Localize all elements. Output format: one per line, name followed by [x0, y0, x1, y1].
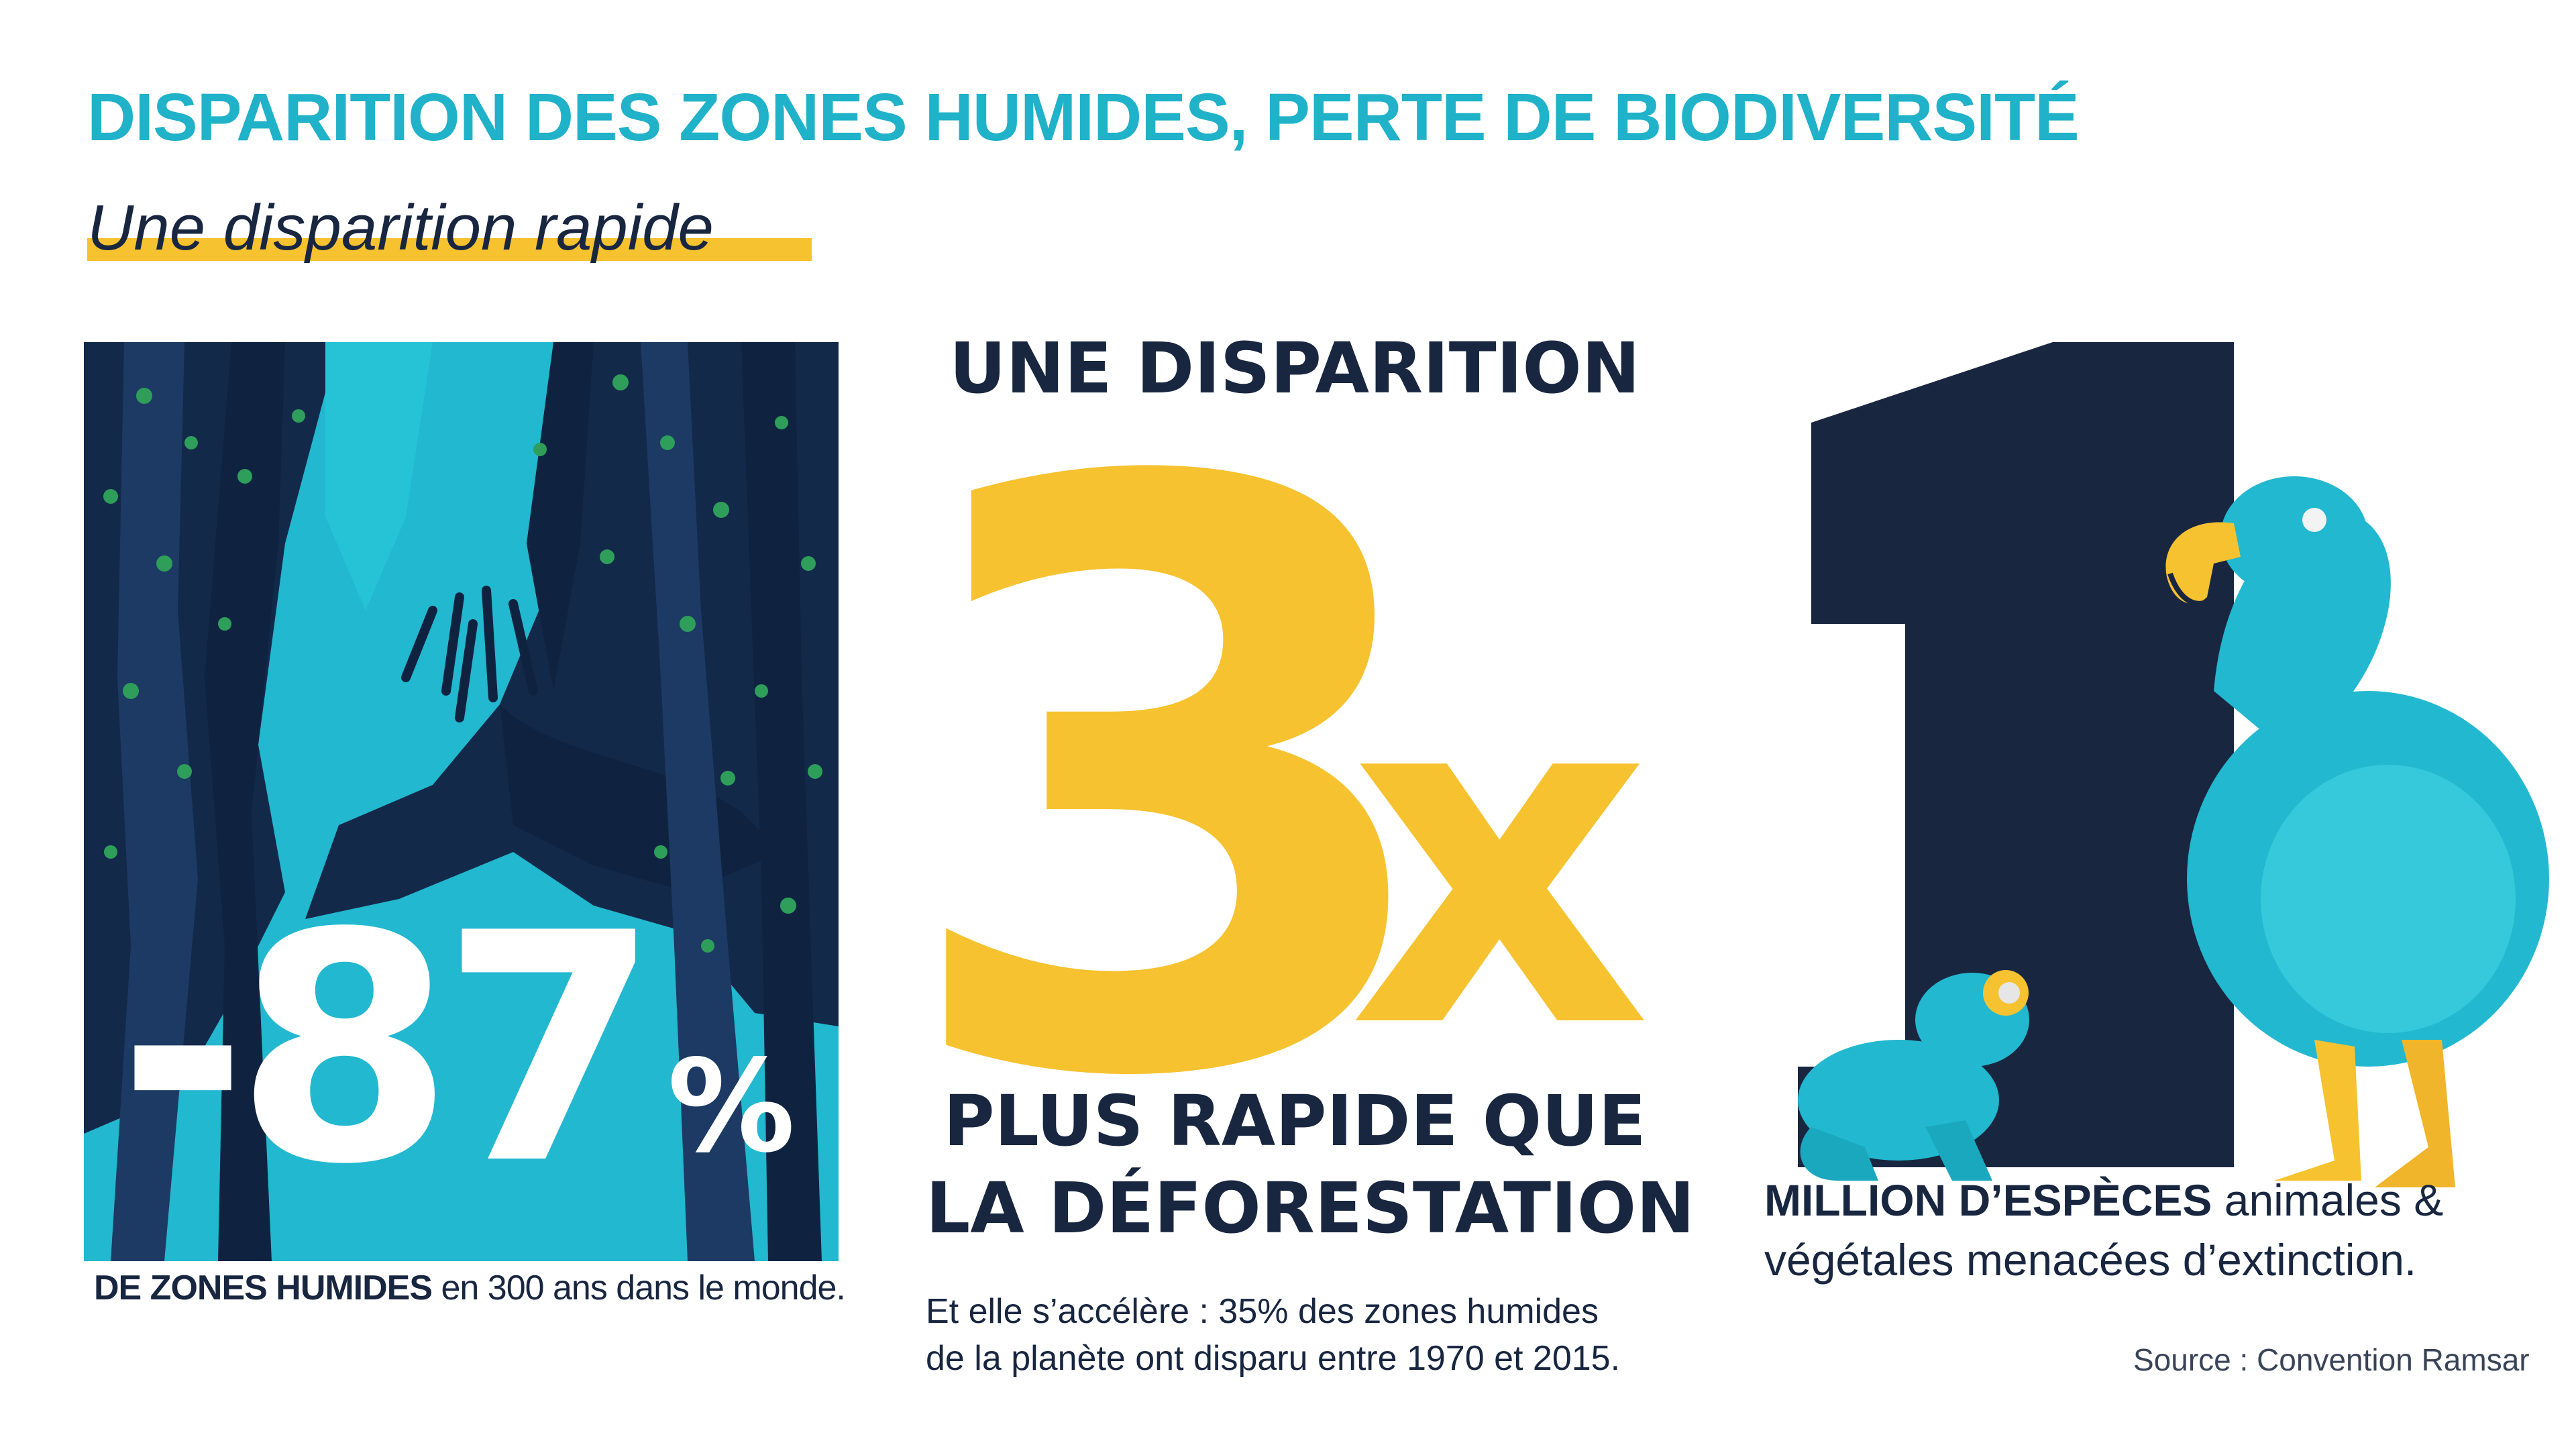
right-caption: MILLION D’ESPÈCES animales & végétales m…	[1764, 1171, 2443, 1290]
middle-note-line-1: Et elle s’accélère : 35% des zones humid…	[926, 1292, 1599, 1331]
middle-heading-bottom-1: PLUS RAPIDE QUE	[943, 1080, 1646, 1162]
big-suffix-x: x	[1348, 585, 1652, 1132]
dodo-bird-illustration: 1	[1798, 342, 2549, 1187]
middle-note: Et elle s’accélère : 35% des zones humid…	[926, 1288, 1620, 1382]
right-caption-bold: MILLION D’ESPÈCES	[1764, 1175, 2212, 1225]
subtitle-underline	[87, 238, 812, 261]
source-note: Source : Convention Ramsar	[2133, 1342, 2530, 1377]
page-subtitle: Une disparition rapide	[87, 192, 714, 264]
middle-heading-bottom-2: LA DÉFORESTATION	[926, 1167, 1695, 1249]
left-caption-rest: en 300 ans dans le monde.	[432, 1269, 846, 1307]
stat-value: -87	[117, 866, 660, 1233]
frog-illustration	[1798, 970, 2029, 1181]
stat-unit: %	[667, 1032, 796, 1181]
middle-heading-top: UNE DISPARITION	[949, 327, 1640, 409]
mangrove-forest-illustration	[84, 342, 839, 1261]
page-title: DISPARITION DES ZONES HUMIDES, PERTE DE …	[87, 80, 2080, 155]
right-caption-line-2: végétales menacées d’extinction.	[1764, 1235, 2417, 1285]
right-caption-rest: animales &	[2212, 1175, 2444, 1225]
left-caption-bold: DE ZONES HUMIDES	[94, 1269, 433, 1307]
middle-note-line-2: de la planète ont disparu entre 1970 et …	[926, 1339, 1621, 1379]
big-number-three: 3	[892, 316, 1452, 1253]
subtitle-block: Une disparition rapide	[87, 191, 812, 265]
left-caption: DE ZONES HUMIDES en 300 ans dans le mond…	[94, 1268, 846, 1308]
